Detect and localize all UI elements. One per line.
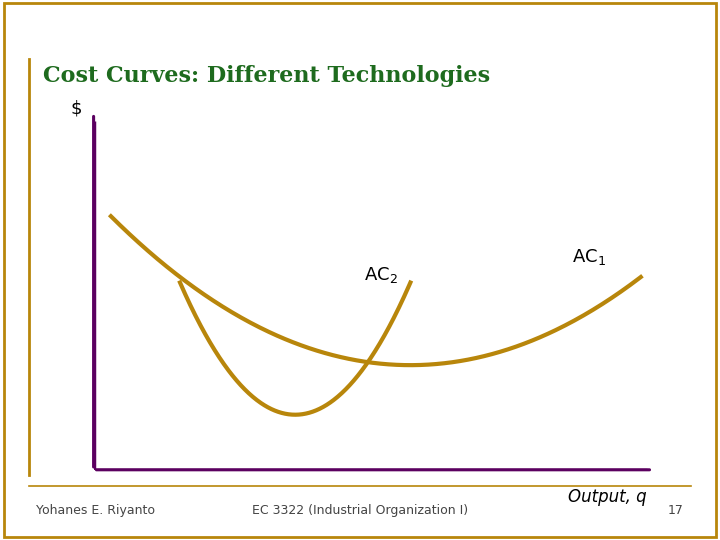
Text: AC$_2$: AC$_2$ (364, 265, 398, 285)
Text: Cost Curves: Different Technologies: Cost Curves: Different Technologies (43, 65, 490, 87)
Text: AC$_1$: AC$_1$ (572, 247, 606, 267)
Text: EC 3322 (Industrial Organization I): EC 3322 (Industrial Organization I) (252, 504, 468, 517)
Text: Output, q: Output, q (568, 488, 647, 506)
Text: $: $ (71, 99, 82, 117)
Text: Yohanes E. Riyanto: Yohanes E. Riyanto (36, 504, 155, 517)
Text: 17: 17 (668, 504, 684, 517)
